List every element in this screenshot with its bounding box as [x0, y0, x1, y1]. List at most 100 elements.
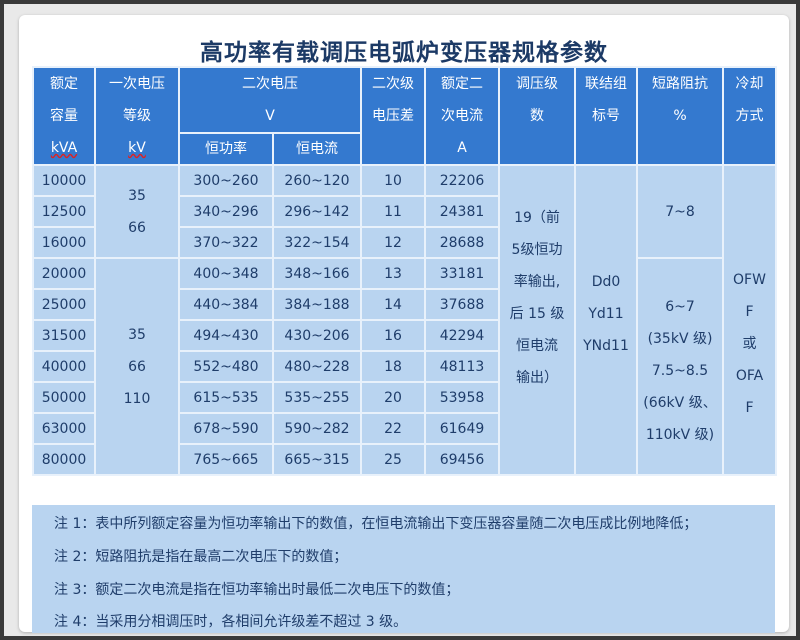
- cell-constant-power: 340~296: [178, 195, 274, 228]
- spec-table: 额定 容量 kVA 一次电压 等级 kV 二次电压 V 二次级 电压差 额定二 次电流 A 调压…: [32, 66, 777, 476]
- cell-step-voltage: 12: [360, 226, 426, 259]
- cell-tap-steps-line: 19（前: [514, 210, 560, 226]
- cell-vector-group-line: Yd11: [588, 306, 624, 322]
- cell-primary-voltage-line: 35: [128, 326, 146, 343]
- cell-impedance-line: 110kV 级): [645, 427, 715, 443]
- cell-cooling-line: F: [745, 400, 754, 416]
- cell-step-voltage: 11: [360, 195, 426, 228]
- cell-capacity: 31500: [32, 319, 96, 352]
- cell-primary-voltage-line: 110: [123, 390, 151, 407]
- cell-tap-steps-line: 5级恒功: [511, 242, 563, 258]
- cell-rated-current: 22206: [424, 164, 500, 197]
- cell-constant-power: 552~480: [178, 350, 274, 383]
- cell-tap-steps-line: 恒电流: [516, 338, 558, 354]
- note-2: 注 2：短路阻抗是指在最高二次电压下的数值；: [54, 549, 348, 565]
- cell-tap-steps-line: 输出）: [516, 370, 558, 386]
- cell-tap-steps: 19（前 5级恒功率输出, 后 15 级恒电流输出）: [498, 164, 576, 476]
- table-row: 80000 765~665 665~315 25 69456: [32, 443, 776, 476]
- cell-rated-current: 69456: [424, 443, 500, 476]
- cell-tap-steps-line: 率输出,: [513, 274, 561, 290]
- cell-capacity: 25000: [32, 288, 96, 321]
- cell-constant-current: 535~255: [272, 381, 362, 414]
- header-vector-group: 联结组 标号: [574, 66, 638, 166]
- cell-constant-current: 430~206: [272, 319, 362, 352]
- cell-vector-group: Dd0 Yd11 YNd11: [574, 164, 638, 476]
- cell-vector-group-line: YNd11: [583, 338, 629, 354]
- cell-capacity: 16000: [32, 226, 96, 259]
- cell-step-voltage: 14: [360, 288, 426, 321]
- table-row: 12500 340~296 296~142 11 24381: [32, 195, 776, 228]
- cell-primary-voltage-line: 66: [128, 358, 146, 375]
- cell-capacity: 63000: [32, 412, 96, 445]
- cell-capacity: 10000: [32, 164, 96, 197]
- table-body: 10000 35 66 300~260 260~120 10 22206 19（前 5级恒功 率输…: [32, 164, 777, 476]
- cell-step-voltage: 22: [360, 412, 426, 445]
- cell-step-voltage: 20: [360, 381, 426, 414]
- cell-constant-current: 480~228: [272, 350, 362, 383]
- table-row: 31500 494~430 430~206 16 42294: [32, 319, 776, 352]
- window-frame: 高功率有载调压电弧炉变压器规格参数 额定 容量 kVA 一次电压 等级 kV 二次电压 V…: [4, 4, 796, 636]
- cell-constant-power: 400~348: [178, 257, 274, 290]
- spec-card: 高功率有载调压电弧炉变压器规格参数 额定 容量 kVA 一次电压 等级 kV 二次电压 V…: [19, 15, 789, 633]
- note-3: 注 3：额定二次电流是指在恒功率输出时最低二次电压下的数值；: [54, 582, 460, 598]
- header-constant-power: 恒功率: [178, 132, 274, 166]
- table-row: 10000 35 66 300~260 260~120 10 22206 19（前 5级恒功 率输…: [32, 164, 777, 476]
- cell-tap-steps-line: 后 15 级: [509, 306, 565, 322]
- cell-constant-power: 615~535: [178, 381, 274, 414]
- table-row: 20000 35 66 110 400~348 348~166 13 33181 6~7 (35k…: [32, 257, 776, 476]
- cell-rated-current: 48113: [424, 350, 500, 383]
- cell-cooling-line: OFW: [733, 272, 766, 288]
- cell-constant-current: 296~142: [272, 195, 362, 228]
- header-cooling: 冷却 方式: [722, 66, 777, 166]
- header-step-voltage: 二次级 电压差: [360, 66, 426, 166]
- cell-impedance-line: (35kV 级): [647, 331, 713, 347]
- cell-cooling-line: F: [745, 304, 754, 320]
- cell-impedance: 7~8: [636, 164, 724, 259]
- cell-rated-current: 42294: [424, 319, 500, 352]
- cell-capacity: 20000: [32, 257, 96, 290]
- cell-constant-current: 590~282: [272, 412, 362, 445]
- cell-constant-current: 322~154: [272, 226, 362, 259]
- table-row: 63000 678~590 590~282 22 61649: [32, 412, 776, 445]
- cell-primary-voltage: 35 66: [94, 164, 180, 259]
- cell-step-voltage: 25: [360, 443, 426, 476]
- cell-constant-power: 300~260: [178, 164, 274, 197]
- cell-cooling-line: OFA: [735, 368, 764, 384]
- cell-vector-group-line: Dd0: [591, 274, 621, 290]
- cell-primary-voltage: 35 66 110: [94, 257, 180, 476]
- cell-step-voltage: 13: [360, 257, 426, 290]
- note-1: 注 1：表中所列额定容量为恒功率输出下的数值，在恒电流输出下变压器容量随二次电压…: [54, 516, 698, 532]
- header-rated-current: 额定二 次电流 A: [424, 66, 500, 166]
- cell-impedance-line: 7.5~8.5: [651, 363, 709, 379]
- table-row: 16000 370~322 322~154 12 28688: [32, 226, 776, 259]
- cell-constant-power: 765~665: [178, 443, 274, 476]
- cell-rated-current: 53958: [424, 381, 500, 414]
- page-title: 高功率有载调压电弧炉变压器规格参数: [200, 40, 608, 66]
- cell-rated-current: 28688: [424, 226, 500, 259]
- cell-capacity: 80000: [32, 443, 96, 476]
- cell-impedance-line: (66kV 级、: [643, 395, 717, 411]
- header-tap-steps: 调压级数: [498, 66, 576, 166]
- cell-cooling-line: 或: [742, 336, 757, 352]
- cell-constant-current: 665~315: [272, 443, 362, 476]
- header-secondary-voltage: 二次电压 V: [178, 66, 362, 134]
- cell-capacity: 50000: [32, 381, 96, 414]
- cell-constant-current: 348~166: [272, 257, 362, 290]
- cell-impedance-line: 6~7: [665, 299, 695, 315]
- cell-constant-power: 678~590: [178, 412, 274, 445]
- cell-capacity: 40000: [32, 350, 96, 383]
- header-primary-voltage: 一次电压 等级 kV: [94, 66, 180, 166]
- table-row: 40000 552~480 480~228 18 48113: [32, 350, 776, 383]
- header-capacity: 额定 容量 kVA: [32, 66, 96, 166]
- cell-constant-current: 384~188: [272, 288, 362, 321]
- cell-step-voltage: 16: [360, 319, 426, 352]
- cell-rated-current: 37688: [424, 288, 500, 321]
- header-impedance: 短路阻抗%: [636, 66, 724, 166]
- cell-step-voltage: 18: [360, 350, 426, 383]
- cell-cooling: OFW F 或 OFA F: [722, 164, 777, 476]
- cell-rated-current: 61649: [424, 412, 500, 445]
- cell-constant-power: 494~430: [178, 319, 274, 352]
- header-constant-current: 恒电流: [272, 132, 362, 166]
- cell-impedance: 6~7 (35kV 级) 7.5~8.5 (66kV 级、 110kV 级): [636, 257, 724, 476]
- cell-primary-voltage-line: 66: [128, 219, 146, 236]
